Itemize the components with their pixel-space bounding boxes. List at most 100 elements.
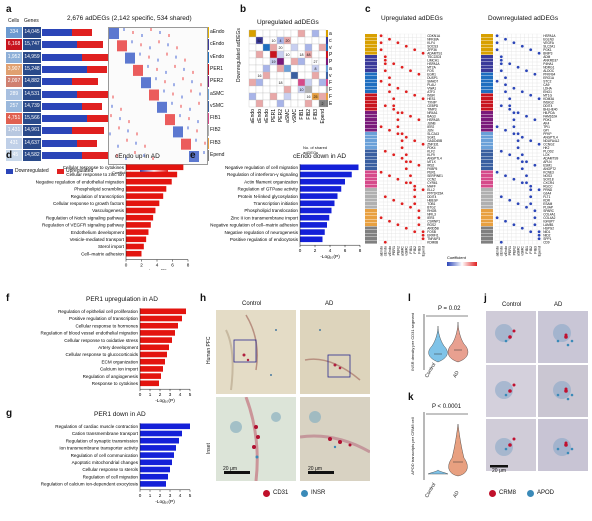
c-grid-cell: [524, 240, 529, 245]
c-dot: [392, 107, 396, 111]
c-grid-cell: [520, 117, 525, 122]
c-grid-cell: [494, 145, 500, 150]
c-grid-cell: [524, 54, 529, 59]
c-grid-cell: [408, 40, 413, 45]
c-grid-cell: [404, 149, 409, 154]
c-grid-cell: [503, 184, 508, 189]
c-dot: [396, 41, 400, 45]
c-dot: [504, 219, 507, 223]
c-grid-cell: [520, 149, 525, 154]
c-grid-cell: [395, 159, 401, 164]
c-grid-cell: [524, 58, 529, 63]
c-grid-cell: [503, 149, 508, 154]
c-grid-cell: [383, 51, 388, 56]
c-grid-cell: [416, 121, 422, 126]
c-gene-swatch: [481, 188, 493, 192]
c-grid-cell: [503, 124, 508, 129]
c-grid-cell: [511, 187, 517, 192]
c-gene-label: ARID5B: [427, 227, 439, 231]
c-gene-swatch: [365, 167, 377, 171]
bar-label: Cellular response to sterols: [82, 467, 138, 472]
b-cell: [262, 99, 271, 108]
c-grid-cell: [395, 156, 401, 161]
c-grid-cell: [387, 58, 392, 63]
bar-mark: [140, 473, 168, 480]
c-grid-cell: [511, 37, 517, 42]
c-gene-label: JUNB: [427, 122, 435, 126]
c-col-label: FIB2: [413, 246, 417, 254]
b-cell: [269, 43, 278, 52]
c-grid-cell: [520, 54, 525, 59]
c-grid-cell: [408, 58, 413, 63]
c-grid-cell: [532, 236, 538, 241]
c-gene-label: ADAMTS9: [543, 157, 558, 161]
c-grid-cell: [391, 156, 396, 161]
l-ylabel: INSR density per CD31 segment: [410, 312, 415, 372]
c-dot: [421, 188, 425, 192]
c-dot: [388, 37, 391, 41]
c-col-label: aEndo: [496, 246, 500, 256]
c-grid-cell: [408, 37, 413, 42]
h-scale-2: 20 μm: [308, 466, 322, 472]
c-grid-cell: [528, 37, 533, 42]
c-grid-cell: [378, 93, 384, 98]
b-number: 52: [258, 39, 262, 43]
c-gene-label: SLC2A3: [427, 132, 439, 136]
c-grid-cell: [524, 138, 529, 143]
bar-mark: [140, 344, 169, 351]
b-cell: [255, 92, 264, 101]
c-gene-swatch: [481, 219, 493, 223]
a-heat-fleck: [180, 104, 182, 108]
c-grid-cell: [515, 236, 521, 241]
c-grid-cell: [399, 44, 405, 49]
bar-mark: [126, 193, 164, 199]
c-grid-cell: [520, 58, 525, 63]
h-image-control-pfc: [216, 310, 296, 394]
c-grid-cell: [532, 124, 538, 129]
c-gene-swatch: [481, 118, 493, 122]
c-gene-label: AK4: [543, 122, 549, 126]
c-gene-label: GJA4: [543, 192, 551, 196]
a-heat-fleck: [140, 43, 142, 47]
c-grid-cell: [416, 240, 422, 245]
a-up-bar: [77, 90, 109, 98]
c-grid-cell: [503, 212, 508, 217]
a-down-bar: [42, 65, 87, 73]
b-cell: [269, 92, 278, 101]
c-dot: [499, 58, 503, 62]
c-dot: [388, 83, 391, 87]
c-grid-cell: [395, 219, 401, 224]
c-grid-cell: [499, 82, 504, 87]
c-grid-cell: [416, 226, 422, 231]
c-grid-cell: [503, 198, 508, 203]
c-gene-label: NFKBIA: [427, 38, 439, 42]
c-grid-cell: [404, 177, 409, 182]
c-grid-cell: [399, 159, 405, 164]
c-grid-cell: [399, 236, 405, 241]
c-grid-cell: [511, 128, 517, 133]
c-grid-cell: [395, 75, 401, 80]
c-grid-cell: [408, 149, 413, 154]
b-cell: [318, 92, 327, 101]
bar-label: Regulation of GTPase activity: [237, 187, 298, 192]
c-gene-label: EGLN3: [543, 38, 554, 42]
c-grid-cell: [494, 159, 500, 164]
c-dot: [417, 223, 421, 227]
c-grid-cell: [387, 51, 392, 56]
b-row-swatch: [326, 79, 328, 86]
c-dot: [413, 48, 417, 52]
c-grid-cell: [532, 75, 538, 80]
c-dot: [413, 195, 417, 199]
c-grid-cell: [536, 61, 542, 66]
j-micrograph: [486, 311, 536, 363]
c-grid-cell: [378, 177, 384, 182]
c-grid-cell: [511, 75, 517, 80]
c-grid-cell: [536, 180, 542, 185]
c-gene-swatch: [365, 48, 377, 52]
c-grid-cell: [520, 229, 525, 234]
panel-l-violin: [423, 314, 469, 370]
c-col-label: aEndo: [380, 246, 384, 256]
panel-b-title: Upregulated adDEGs: [257, 19, 319, 26]
c-grid-cell: [520, 107, 525, 112]
c-grid-cell: [494, 96, 500, 101]
